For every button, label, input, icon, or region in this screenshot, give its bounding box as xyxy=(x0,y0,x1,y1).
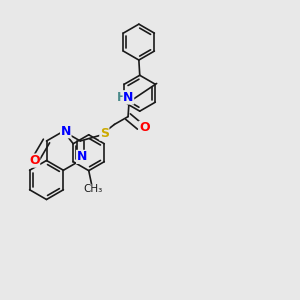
Text: O: O xyxy=(139,122,150,134)
Text: N: N xyxy=(123,91,134,104)
Text: N: N xyxy=(76,150,87,164)
Text: O: O xyxy=(29,154,40,167)
Text: S: S xyxy=(100,127,109,140)
Text: CH₃: CH₃ xyxy=(83,184,103,194)
Text: N: N xyxy=(61,125,71,138)
Text: H: H xyxy=(117,91,127,104)
